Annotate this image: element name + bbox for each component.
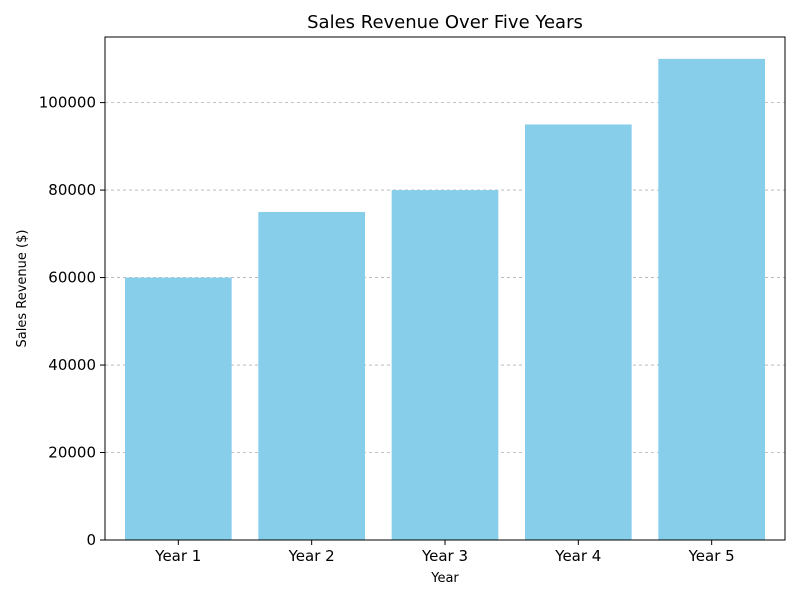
y-tick-label: 0 <box>86 531 96 549</box>
y-axis-ticks: 0 20000 40000 60000 80000 100000 <box>39 94 105 549</box>
x-tick-label: Year 2 <box>288 547 335 565</box>
y-axis-label: Sales Revenue ($) <box>15 230 30 348</box>
y-tick-label: 40000 <box>48 356 96 374</box>
x-tick-label: Year 5 <box>688 547 735 565</box>
bars <box>125 58 765 540</box>
y-tick-label: 60000 <box>48 269 96 287</box>
x-axis-label: Year <box>430 571 459 586</box>
x-tick-label: Year 1 <box>154 547 201 565</box>
y-tick-label: 80000 <box>48 181 96 199</box>
x-tick-label: Year 3 <box>421 547 468 565</box>
x-axis-ticks: Year 1 Year 2 Year 3 Year 4 Year 5 <box>154 540 735 565</box>
bar-year-3 <box>391 190 499 540</box>
y-tick-label: 100000 <box>39 94 96 112</box>
bar-year-1 <box>125 277 232 540</box>
bar-year-5 <box>658 58 765 540</box>
bar-year-4 <box>525 124 632 540</box>
chart-title: Sales Revenue Over Five Years <box>307 12 583 33</box>
bar-year-2 <box>258 211 365 540</box>
y-tick-label: 20000 <box>48 444 96 462</box>
x-tick-label: Year 4 <box>554 547 601 565</box>
